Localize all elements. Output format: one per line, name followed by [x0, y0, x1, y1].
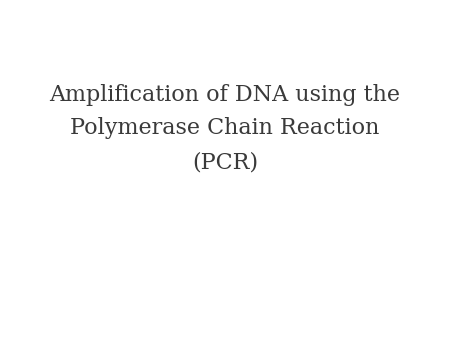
- Text: Amplification of DNA using the: Amplification of DNA using the: [50, 83, 400, 106]
- Text: (PCR): (PCR): [192, 151, 258, 173]
- Text: Polymerase Chain Reaction: Polymerase Chain Reaction: [70, 117, 380, 140]
